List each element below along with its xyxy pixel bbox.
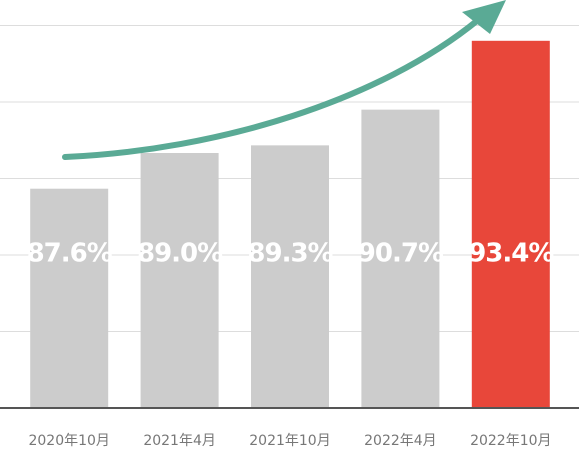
- bar: [30, 188, 109, 408]
- x-tick-label: 2021年10月: [249, 433, 330, 449]
- trend-arrow: [62, 17, 481, 160]
- trend-arrow-head: [462, 0, 506, 34]
- x-tick-label: 2022年10月: [470, 433, 551, 449]
- bar: [251, 145, 329, 408]
- value-label: 90.7%: [358, 239, 444, 269]
- x-tick-label: 2021年4月: [143, 433, 216, 449]
- x-tick-label: 2020年10月: [28, 433, 109, 449]
- value-label: 89.0%: [137, 239, 223, 269]
- x-tick-label: 2022年4月: [364, 433, 437, 449]
- value-label: 93.4%: [468, 239, 554, 269]
- value-label: 87.6%: [27, 239, 113, 269]
- bar: [140, 153, 219, 408]
- bar: [361, 109, 440, 409]
- bar: [471, 40, 550, 409]
- bars: 87.6% 89.0% 89.3% 90.7% 93.4%: [27, 40, 555, 409]
- value-label: 89.3%: [247, 239, 333, 269]
